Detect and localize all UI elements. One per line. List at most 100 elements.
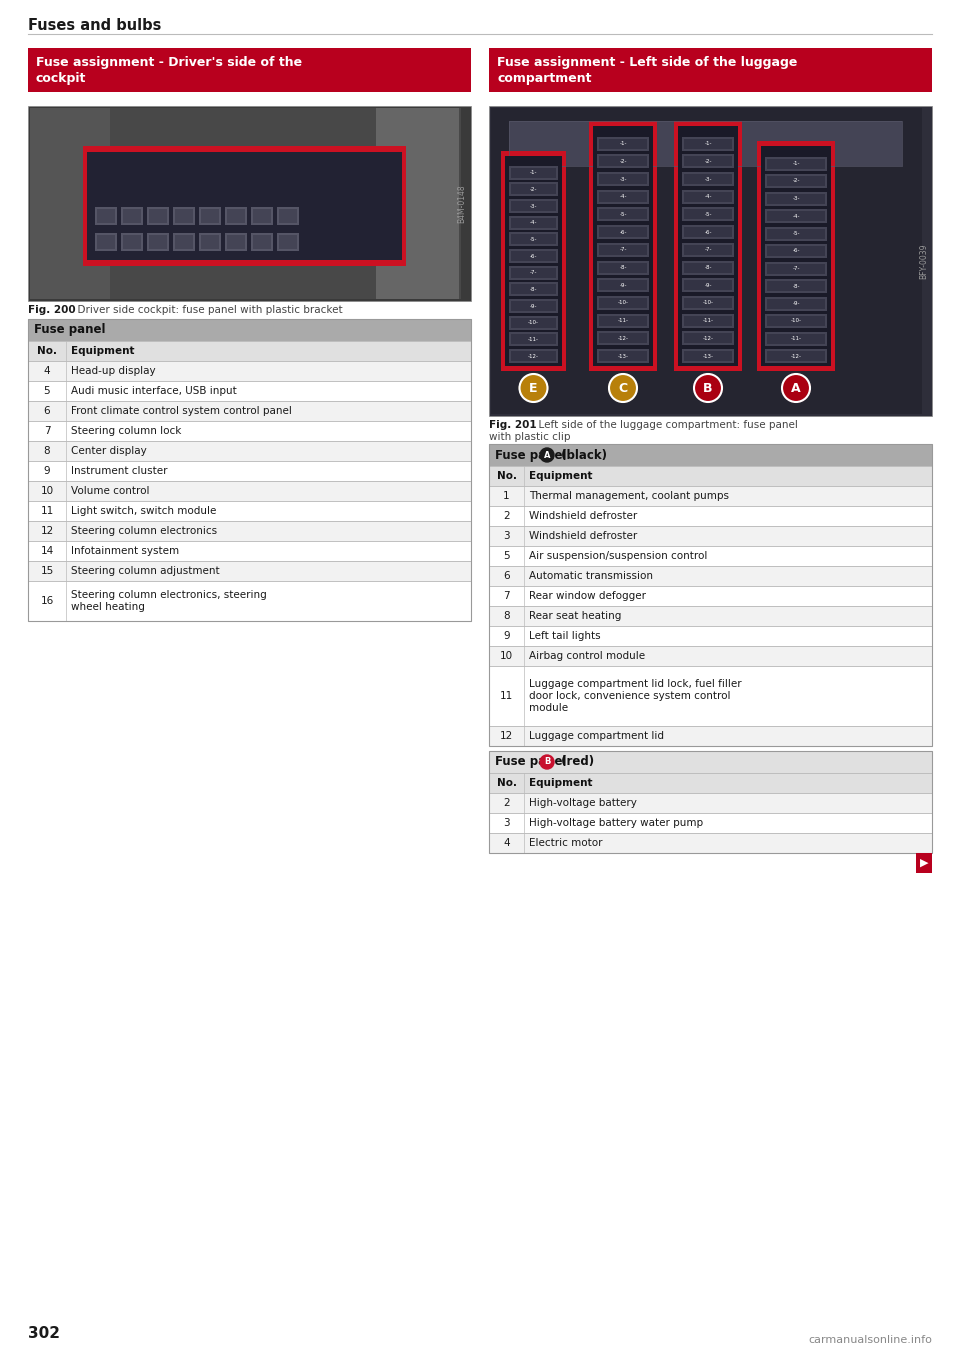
Text: 10: 10 bbox=[500, 652, 513, 661]
Bar bbox=[599, 139, 647, 149]
Bar bbox=[227, 234, 245, 249]
Text: No.: No. bbox=[37, 346, 57, 356]
Bar bbox=[767, 263, 825, 274]
Bar bbox=[682, 243, 734, 256]
Text: compartment: compartment bbox=[497, 72, 591, 85]
Text: Air suspension/suspension control: Air suspension/suspension control bbox=[529, 551, 708, 562]
Bar bbox=[511, 301, 556, 311]
Text: -1-: -1- bbox=[530, 170, 538, 176]
Text: -12-: -12- bbox=[617, 335, 629, 341]
Bar bbox=[757, 140, 835, 371]
Bar bbox=[765, 174, 827, 188]
Text: 12: 12 bbox=[500, 731, 514, 741]
Text: -8-: -8- bbox=[619, 264, 627, 270]
Bar bbox=[765, 331, 827, 345]
Bar bbox=[767, 298, 825, 308]
Bar bbox=[253, 209, 271, 224]
Bar bbox=[682, 296, 734, 309]
Text: High-voltage battery water pump: High-voltage battery water pump bbox=[529, 818, 703, 827]
Text: 5: 5 bbox=[44, 386, 50, 397]
Bar bbox=[674, 121, 742, 371]
Text: -4-: -4- bbox=[530, 221, 538, 225]
Bar bbox=[767, 194, 825, 203]
Text: Rear seat heating: Rear seat heating bbox=[529, 611, 621, 622]
Bar bbox=[97, 209, 115, 224]
Text: -11-: -11- bbox=[703, 318, 713, 323]
Bar bbox=[489, 526, 932, 547]
Bar bbox=[199, 207, 221, 225]
Bar bbox=[682, 136, 734, 151]
Bar bbox=[28, 48, 471, 91]
Bar bbox=[599, 228, 647, 237]
Bar bbox=[597, 331, 649, 345]
Text: -9-: -9- bbox=[530, 304, 538, 308]
Text: -8-: -8- bbox=[792, 284, 800, 289]
Text: -4-: -4- bbox=[792, 214, 800, 218]
Text: Audi music interface, USB input: Audi music interface, USB input bbox=[71, 386, 237, 397]
Text: Light switch, switch module: Light switch, switch module bbox=[71, 506, 216, 517]
Text: C: C bbox=[618, 382, 628, 394]
Bar bbox=[511, 234, 556, 244]
Text: -3-: -3- bbox=[705, 177, 711, 181]
Circle shape bbox=[694, 373, 722, 402]
Text: -9-: -9- bbox=[792, 301, 800, 307]
Bar bbox=[95, 207, 117, 225]
Bar bbox=[376, 108, 459, 298]
Text: Steering column electronics: Steering column electronics bbox=[71, 526, 217, 536]
Bar bbox=[767, 176, 825, 185]
Bar bbox=[489, 444, 932, 466]
Text: -10-: -10- bbox=[703, 300, 713, 305]
Text: Rear window defogger: Rear window defogger bbox=[529, 592, 646, 601]
Bar bbox=[509, 199, 558, 213]
Bar bbox=[175, 209, 193, 224]
Bar bbox=[489, 812, 932, 833]
Bar bbox=[489, 466, 932, 487]
Bar bbox=[489, 506, 932, 526]
Text: -5-: -5- bbox=[705, 213, 711, 217]
Text: 5: 5 bbox=[503, 551, 510, 562]
Bar bbox=[509, 349, 558, 363]
Text: No.: No. bbox=[496, 472, 516, 481]
Bar bbox=[765, 157, 827, 170]
Circle shape bbox=[540, 448, 554, 462]
Text: 14: 14 bbox=[40, 547, 54, 556]
Bar bbox=[28, 442, 471, 461]
Bar bbox=[149, 234, 167, 249]
Text: 2: 2 bbox=[503, 511, 510, 521]
Bar bbox=[597, 243, 649, 256]
Text: -6-: -6- bbox=[530, 254, 538, 259]
Bar bbox=[28, 421, 471, 442]
Text: (black): (black) bbox=[557, 448, 607, 462]
Bar bbox=[509, 316, 558, 330]
Bar bbox=[767, 245, 825, 256]
Text: Instrument cluster: Instrument cluster bbox=[71, 466, 167, 476]
Bar bbox=[28, 541, 471, 562]
Bar bbox=[765, 226, 827, 240]
Bar bbox=[684, 192, 732, 202]
Bar bbox=[767, 352, 825, 361]
Bar bbox=[597, 136, 649, 151]
Bar bbox=[28, 541, 471, 562]
Text: Automatic transmission: Automatic transmission bbox=[529, 571, 653, 581]
Bar bbox=[599, 245, 647, 255]
Text: Fig. 201: Fig. 201 bbox=[489, 420, 537, 429]
Bar bbox=[97, 234, 115, 249]
Text: 16: 16 bbox=[40, 596, 54, 607]
Bar bbox=[511, 251, 556, 260]
Text: -9-: -9- bbox=[705, 282, 711, 288]
Bar bbox=[684, 174, 732, 184]
Bar bbox=[597, 207, 649, 221]
Bar bbox=[678, 125, 738, 367]
Text: B: B bbox=[543, 758, 550, 766]
Text: 11: 11 bbox=[40, 506, 54, 517]
Bar bbox=[28, 581, 471, 622]
Text: 3: 3 bbox=[503, 532, 510, 541]
Bar bbox=[684, 228, 732, 237]
Bar bbox=[765, 313, 827, 328]
Text: -11-: -11- bbox=[528, 337, 539, 342]
Bar bbox=[489, 773, 524, 793]
Text: 8: 8 bbox=[503, 611, 510, 622]
Bar bbox=[175, 234, 193, 249]
Bar bbox=[599, 334, 647, 343]
Bar bbox=[489, 48, 932, 91]
